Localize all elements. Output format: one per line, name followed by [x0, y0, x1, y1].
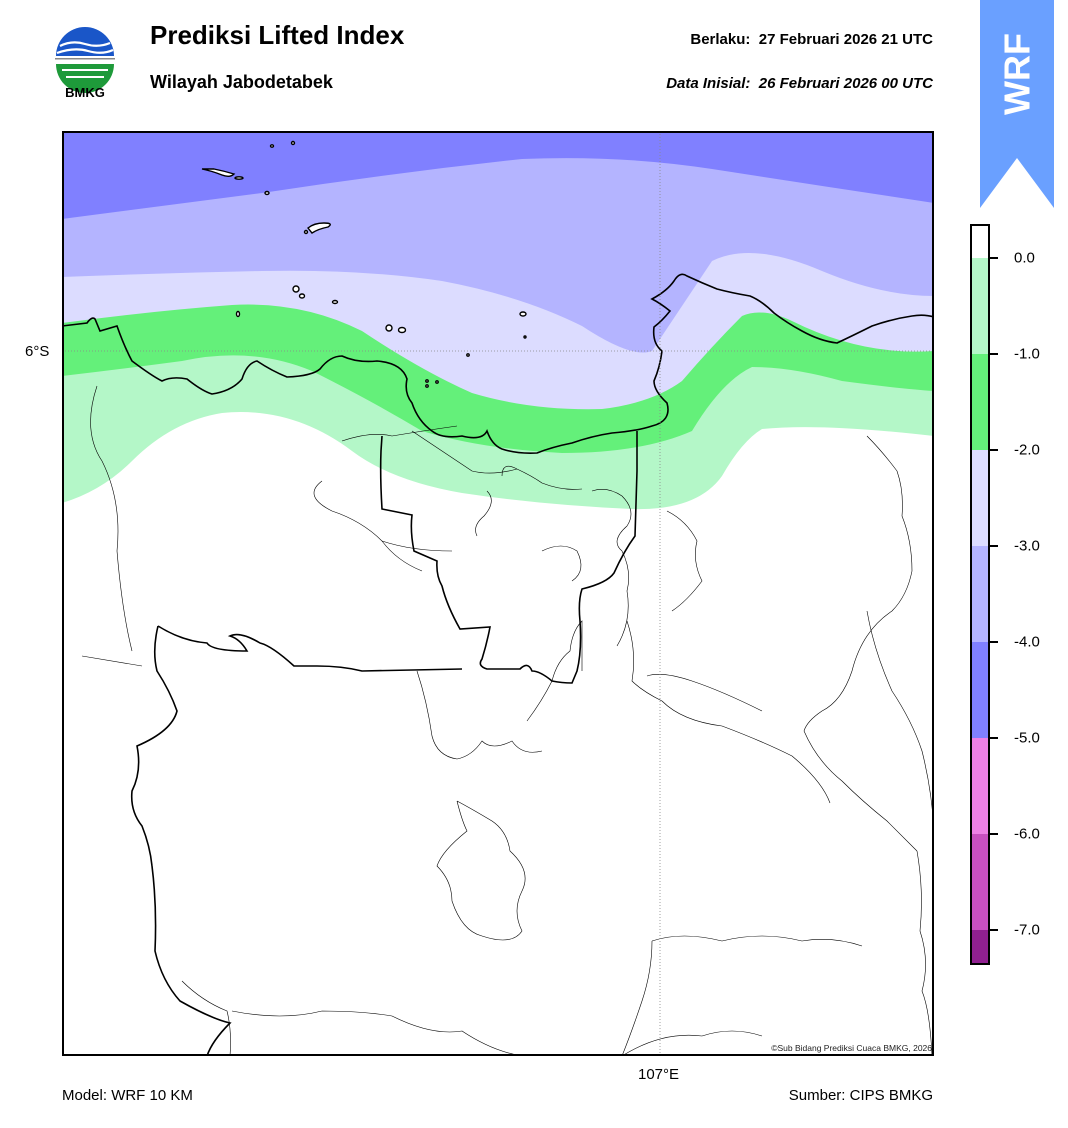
init-time-value: 26 Februari 2026 00 UTC	[758, 75, 933, 92]
lon-label: 107°E	[638, 1066, 680, 1083]
colorbar-band	[970, 450, 990, 546]
colorbar-tick-mark	[990, 641, 998, 643]
coastline	[62, 273, 934, 454]
colorbar-tick-label: -1.0	[1014, 345, 1040, 363]
province-boundaries	[130, 431, 638, 1056]
colorbar-band	[970, 930, 990, 965]
band-positive	[62, 412, 934, 1056]
colorbar-tick-mark	[990, 833, 998, 835]
colorbar-tick-mark	[990, 737, 998, 739]
valid-time-value: 27 Februari 2026 21 UTC	[758, 31, 933, 48]
colorbar-tick-mark	[990, 257, 998, 259]
colorbar-band	[970, 354, 990, 450]
colorbar-border	[970, 224, 990, 965]
colorbar-band	[970, 546, 990, 642]
bmkg-logo-icon	[55, 27, 115, 93]
page-subtitle: Wilayah Jabodetabek	[150, 72, 333, 92]
wrf-badge-text: WRF	[997, 33, 1038, 115]
model-label: Model: WRF 10 KM	[62, 1087, 193, 1104]
lifted-index-map	[62, 131, 934, 1056]
colorbar-tick-label: -2.0	[1014, 441, 1040, 459]
copyright-text: ©Sub Bidang Prediksi Cuaca BMKG, 2026	[771, 1043, 932, 1053]
colorbar-tick-label: -6.0	[1014, 825, 1040, 843]
init-time: Data Inisial: 26 Februari 2026 00 UTC	[666, 75, 933, 92]
colorbar-band	[970, 834, 990, 930]
colorbar-tick-label: -7.0	[1014, 921, 1040, 939]
colorbar-tick-label: 0.0	[1014, 249, 1035, 267]
lat-label: 6°S	[25, 343, 50, 360]
colorbar-band	[970, 224, 990, 258]
valid-label: Berlaku:	[690, 31, 751, 48]
colorbar-tick-label: -4.0	[1014, 633, 1040, 651]
colorbar	[970, 224, 990, 965]
district-boundaries	[81, 385, 934, 1056]
page-title: Prediksi Lifted Index	[150, 20, 405, 50]
colorbar-tick-label: -5.0	[1014, 729, 1040, 747]
colorbar-band	[970, 258, 990, 354]
colorbar-tick-mark	[990, 929, 998, 931]
colorbar-band	[970, 642, 990, 738]
colorbar-tick-mark	[990, 545, 998, 547]
colorbar-tick-mark	[990, 353, 998, 355]
init-label: Data Inisial:	[666, 75, 751, 92]
colorbar-tick-mark	[990, 449, 998, 451]
islands	[201, 140, 527, 388]
logo-text: BMKG	[65, 85, 105, 100]
source-label: Sumber: CIPS BMKG	[788, 1087, 933, 1104]
valid-time: Berlaku: 27 Februari 2026 21 UTC	[690, 31, 933, 48]
colorbar-tick-label: -3.0	[1014, 537, 1040, 555]
colorbar-band	[970, 738, 990, 834]
wrf-badge: WRF	[980, 0, 1054, 208]
